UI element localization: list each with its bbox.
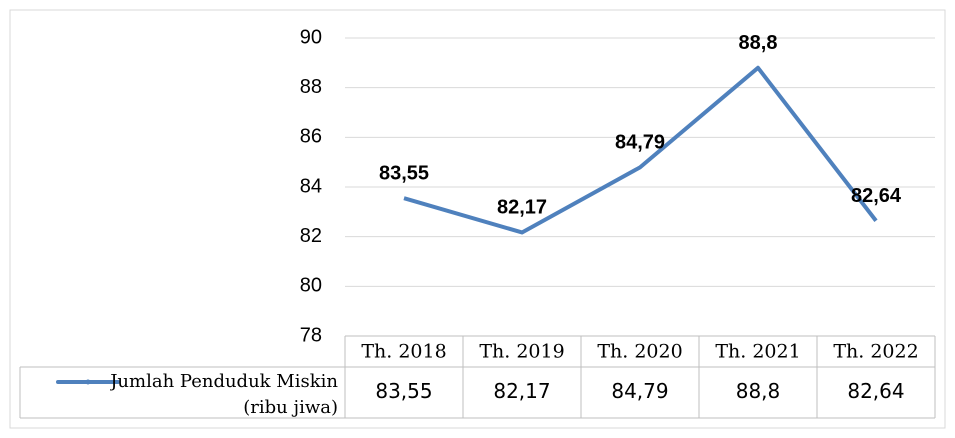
y-tick-label: 86 bbox=[300, 126, 322, 148]
table-cell: 82,64 bbox=[847, 379, 904, 403]
data-label: 88,8 bbox=[739, 32, 778, 54]
x-tick-label: Th. 2018 bbox=[361, 341, 446, 363]
table-cell: 83,55 bbox=[375, 379, 432, 403]
legend-box: Jumlah Penduduk Miskin (ribu jiwa) bbox=[110, 371, 338, 418]
y-tick-label: 82 bbox=[300, 225, 322, 247]
y-tick-label: 84 bbox=[300, 175, 322, 197]
data-label: 82,17 bbox=[497, 197, 547, 219]
data-label: 83,55 bbox=[379, 162, 429, 184]
y-tick-label: 90 bbox=[300, 26, 322, 48]
x-tick-label: Th. 2019 bbox=[479, 341, 564, 363]
x-tick-label: Th. 2021 bbox=[715, 341, 800, 363]
data-label: 82,64 bbox=[851, 185, 902, 207]
table-cell: 84,79 bbox=[611, 379, 668, 403]
data-label: 84,79 bbox=[615, 132, 665, 154]
table-cell: 88,8 bbox=[736, 379, 781, 403]
y-tick-label: 80 bbox=[300, 275, 322, 297]
y-tick-label: 78 bbox=[300, 324, 322, 346]
x-tick-label: Th. 2022 bbox=[833, 341, 918, 363]
legend-label: Jumlah Penduduk Miskin (ribu jiwa) bbox=[110, 371, 338, 418]
line-series bbox=[403, 65, 878, 235]
x-tick-label: Th. 2020 bbox=[597, 341, 682, 363]
chart-frame bbox=[9, 9, 946, 429]
table-cell: 82,17 bbox=[493, 379, 550, 403]
y-tick-label: 88 bbox=[300, 76, 322, 98]
legend-marker bbox=[85, 379, 91, 385]
